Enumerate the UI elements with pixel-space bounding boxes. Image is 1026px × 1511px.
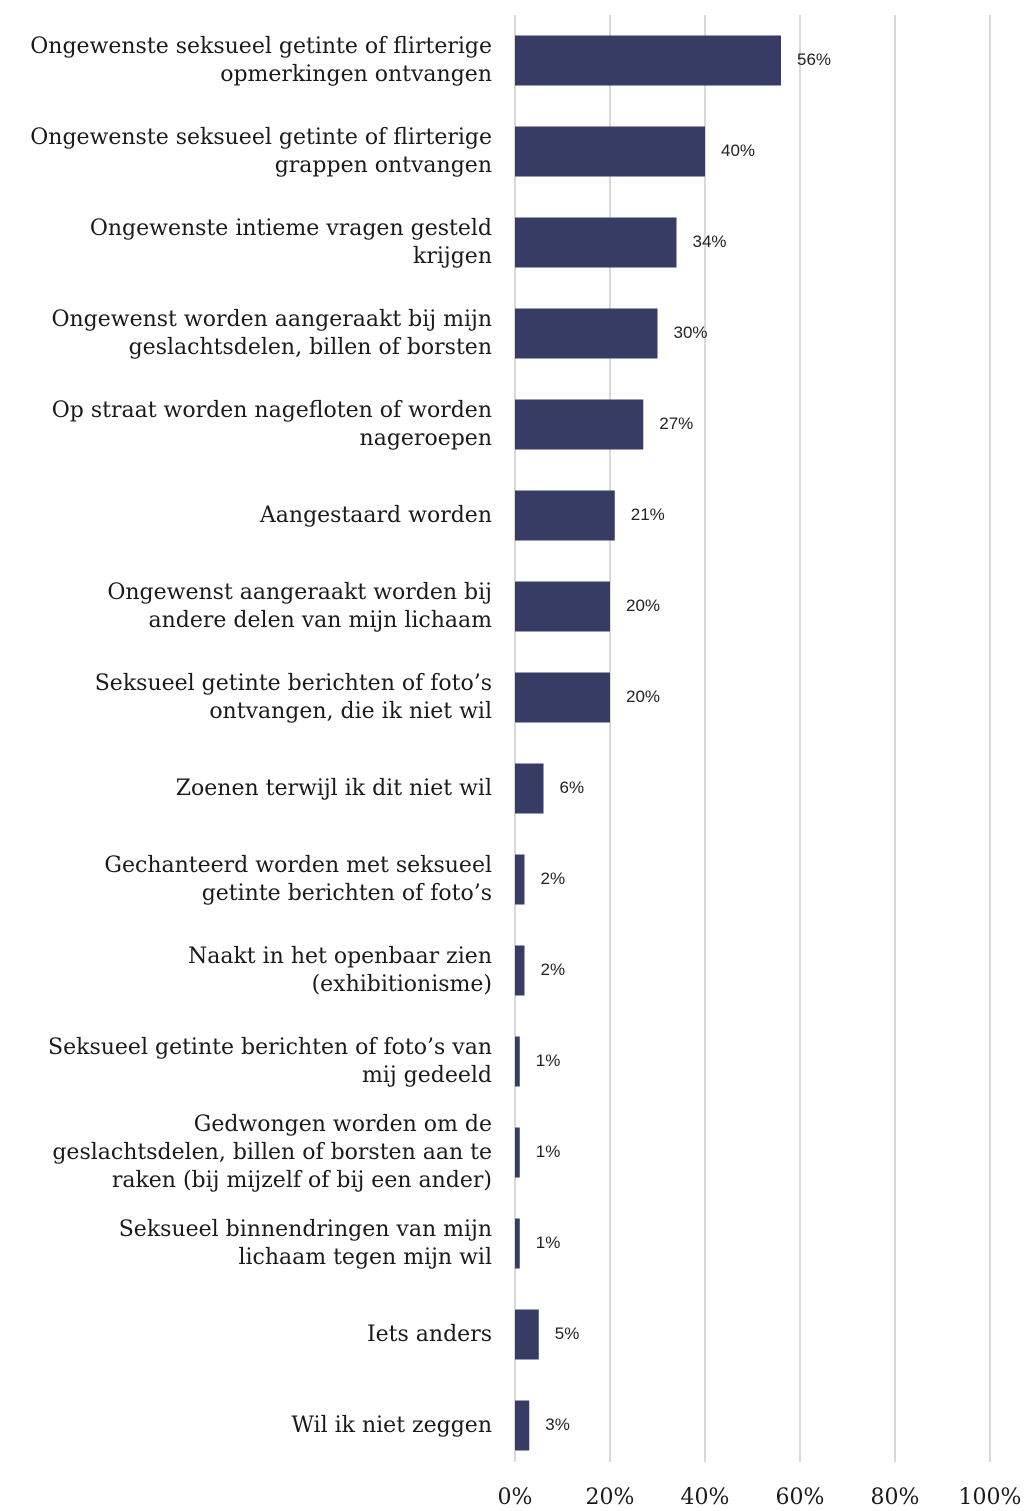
x-tick-label: 40% [681,1485,730,1510]
category-label: Ongewenst aangeraakt worden bij andere d… [107,579,492,633]
value-label: 2% [541,960,566,979]
value-label: 56% [797,50,831,69]
value-label: 2% [541,869,566,888]
category-label: Gechanteerd worden met seksueel getinte … [104,852,492,906]
bar [515,581,610,632]
category-label: Zoenen terwijl ik dit niet wil [175,775,492,801]
bar [515,399,644,450]
category-label: Ongewenste seksueel getinte of flirterig… [30,124,492,178]
bar [515,1127,520,1178]
x-tick-label: 20% [586,1485,635,1510]
bar [515,945,525,996]
value-label: 30% [674,323,708,342]
bar [515,217,677,268]
bar [515,672,610,723]
bar [515,126,705,177]
bar [515,308,658,359]
x-tick-label: 80% [871,1485,920,1510]
category-label: Ongewenste seksueel getinte of flirterig… [30,33,492,87]
category-label: Ongewenst worden aangeraakt bij mijn ges… [51,306,492,360]
value-label: 20% [626,596,660,615]
category-label: Naakt in het openbaar zien (exhibitionis… [187,943,492,997]
bar [515,490,615,541]
category-label: Seksueel getinte berichten of foto’s van… [48,1034,492,1088]
value-label: 40% [721,141,755,160]
bar [515,1400,530,1451]
x-tick-label: 60% [776,1485,825,1510]
value-label: 3% [545,1415,570,1434]
value-label: 6% [560,778,585,797]
bar [515,763,544,814]
bar [515,1036,520,1087]
category-label: Iets anders [366,1321,492,1347]
value-label: 20% [626,687,660,706]
value-label: 1% [536,1051,561,1070]
value-label: 5% [555,1324,580,1343]
category-label: Ongewenste intieme vragen gesteld krijge… [89,215,492,269]
value-label: 21% [631,505,665,524]
value-label: 1% [536,1233,561,1252]
bar [515,35,781,86]
bar [515,854,525,905]
bar [515,1309,539,1360]
category-label: Wil ik niet zeggen [291,1412,492,1438]
bar [515,1218,520,1269]
value-label: 34% [693,232,727,251]
category-label: Seksueel binnendringen van mijn lichaam … [118,1216,492,1270]
category-label: Aangestaard worden [259,502,492,528]
category-label: Gedwongen worden om de geslachtsdelen, b… [52,1111,492,1193]
category-label: Seksueel getinte berichten of foto’s ont… [94,670,492,724]
x-tick-label: 100% [959,1485,1022,1510]
x-tick-label: 0% [498,1485,533,1510]
category-label: Op straat worden nagefloten of worden na… [51,397,492,451]
value-label: 27% [659,414,693,433]
value-label: 1% [536,1142,561,1161]
